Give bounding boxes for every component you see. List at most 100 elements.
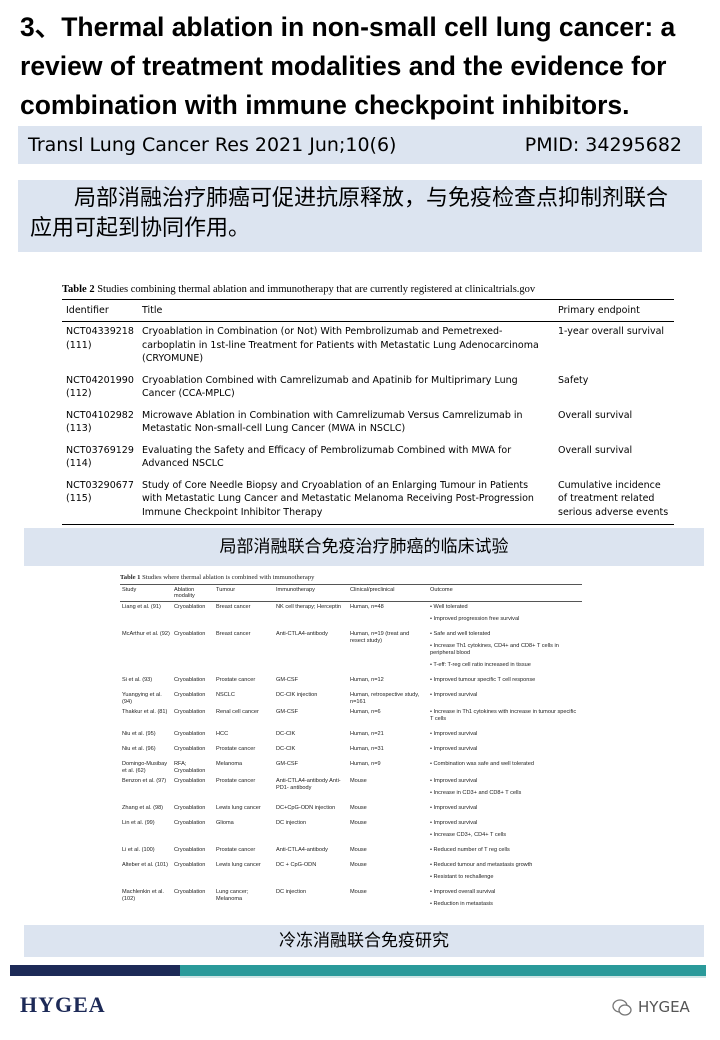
- column-header: Primary endpoint: [554, 299, 674, 322]
- table-cell: Cryoablation: [174, 746, 206, 752]
- table-cell: Prostate cancer: [216, 677, 256, 683]
- outcome-list: Improved survival: [430, 746, 580, 753]
- outcome-item: Improved survival: [430, 820, 580, 827]
- caption-label: Table 2: [62, 284, 95, 295]
- table-cell: Lung cancer; Melanoma: [214, 887, 274, 910]
- outcome-item: Improved survival: [430, 805, 580, 812]
- table-cell: Anti-CTLA4-antibody Anti-PD1- antibody: [276, 778, 341, 791]
- table-cell: Cryoablation: [174, 778, 206, 784]
- outcome-item: Increase Th1 cytokines, CD4+ and CD8+ T …: [430, 643, 580, 657]
- outcome-list: Improved overall survival Reduction in me…: [430, 889, 580, 910]
- outcome-item: Improved progression free survival: [430, 616, 580, 623]
- table-caption: Table 2 Studies combining thermal ablati…: [62, 284, 674, 295]
- caption-bar: 局部消融联合免疫治疗肺癌的临床试验: [24, 528, 704, 566]
- column-header: Immunotherapy: [274, 584, 348, 602]
- table-cell: GM-CSF: [276, 709, 299, 715]
- footer-line: [180, 965, 706, 976]
- table-row: NCT03769129 (114) Evaluating the Safety a…: [62, 441, 674, 476]
- table-cell: Prostate cancer: [216, 847, 256, 853]
- table-cell: Human, n=9: [350, 761, 381, 767]
- outcome-list: Reduced number of T reg cells: [430, 847, 580, 854]
- table-cell: Cryoablation: [174, 862, 206, 868]
- table-cell: Mouse: [350, 847, 367, 853]
- table-cell: Reduced tumour and metastasis growth Resi…: [428, 860, 582, 887]
- table-cell: Improved survival Increase CD3+, CD4+ T c…: [428, 818, 582, 845]
- table-row: NCT04201990 (112) Cryoablation Combined w…: [62, 371, 674, 406]
- table-cell: Breast cancer: [216, 631, 251, 637]
- table-cell: Mouse: [348, 887, 428, 910]
- outcome-item: Safe and well tolerated: [430, 631, 580, 638]
- outcome-list: Improved survival: [430, 692, 580, 699]
- table-cell: NSCLC: [216, 692, 235, 698]
- table-cell: Prostate cancer: [216, 746, 256, 752]
- table-cell: Cryoablation in Combination (or Not) Wit…: [142, 326, 539, 364]
- outcome-list: Improved survival Increase CD3+, CD4+ T c…: [430, 820, 580, 839]
- table-cell: HCC: [216, 731, 229, 737]
- outcome-item: Well tolerated: [430, 604, 580, 611]
- column-header: Tumour: [214, 584, 274, 602]
- table-cell: Study of Core Needle Biopsy and Cryoabla…: [138, 475, 554, 525]
- table-cell: Yuangying et al. (94): [122, 692, 162, 705]
- outcome-item: Reduction in metastasis: [430, 901, 580, 908]
- table-cell: Improved survival: [428, 803, 582, 818]
- table-cell: Mouse: [350, 778, 367, 784]
- table-caption: Table 1 Studies where thermal ablation i…: [120, 574, 582, 581]
- pmid: PMID: 34295682: [524, 134, 682, 156]
- outcome-item: Reduced number of T reg cells: [430, 847, 580, 854]
- table-cell: DC injection: [274, 887, 348, 910]
- table-row: Niu et al. (96) Cryoablation Prostate canc…: [120, 744, 582, 759]
- outcome-list: Safe and well tolerated Increase Th1 cyto…: [430, 631, 580, 669]
- outcome-item: Increase CD3+, CD4+ T cells: [430, 832, 580, 839]
- table-cell: Cryoablation: [174, 631, 206, 637]
- table-cell: Renal cell cancer: [216, 709, 259, 715]
- caption-bar: 冷冻消融联合免疫研究: [24, 925, 704, 957]
- outcome-list: Improved survival: [430, 731, 580, 738]
- table-cell: Si et al. (93): [122, 677, 153, 683]
- table-cell: NCT04339218 (111): [66, 326, 134, 351]
- table-cell: Human, n=48: [350, 604, 384, 610]
- table-cell: Reduced number of T reg cells: [428, 845, 582, 860]
- table-cell: Glioma: [216, 820, 234, 826]
- summary: 局部消融治疗肺癌可促进抗原释放，与免疫检查点抑制剂联合应用可起到协同作用。: [18, 180, 702, 252]
- table-row: Si et al. (93) Cryoablation Prostate cance…: [120, 675, 582, 690]
- outcome-item: Increase in Th1 cytokines with increase …: [430, 709, 580, 723]
- table-cell: Liang et al. (91): [122, 604, 161, 610]
- table-cell: GM-CSF: [276, 677, 299, 683]
- table-cell: Thakkur et al. (81): [122, 709, 168, 715]
- outcome-item: Improved survival: [430, 692, 580, 699]
- citation-bar: Transl Lung Cancer Res 2021 Jun;10(6) PM…: [18, 126, 702, 164]
- table-cell: Human, n=31: [350, 746, 384, 752]
- table-cell: Lin et al. (99): [122, 820, 155, 826]
- table-cell: Increase in Th1 cytokines with increase …: [428, 707, 582, 729]
- table-cell: Human, n=21: [350, 731, 384, 737]
- title: 3、Thermal ablation in non-small cell lun…: [20, 12, 676, 120]
- table-cell: Cryoablation: [174, 731, 206, 737]
- table: Identifier Title Primary endpoint NCT043392…: [62, 299, 674, 525]
- column-header: Ablation modality: [172, 584, 214, 602]
- table-row: Lin et al. (99) Cryoablation Glioma DC inje…: [120, 818, 582, 845]
- table-cell: Mouse: [350, 862, 367, 868]
- column-header: Title: [138, 299, 554, 322]
- table-cell: Breast cancer: [216, 604, 251, 610]
- table-row: Niu et al. (95) Cryoablation HCC DC-CIK Huma…: [120, 729, 582, 744]
- table-cell: Mouse: [350, 820, 367, 826]
- table-row: Thakkur et al. (81) Cryoablation Renal cel…: [120, 707, 582, 729]
- outcome-item: Improved tumour specific T cell response: [430, 677, 580, 684]
- table-cell: DC+CpG-ODN injection: [276, 805, 336, 811]
- table-cell: Cryoablation: [174, 805, 206, 811]
- table-cell: Human, n=12: [350, 677, 384, 683]
- table-row: Alteber et al. (101) Cryoablation Lewis lu…: [120, 860, 582, 887]
- footer-line: [180, 976, 706, 978]
- table-cell: DC-CIK: [276, 731, 296, 737]
- table-cell: Microwave Ablation in Combination with C…: [142, 409, 523, 435]
- table-cell: Anti-CTLA4-antibody: [276, 847, 328, 853]
- table-cell: Zhang et al. (98): [122, 805, 164, 811]
- table-cell: Well tolerated Improved progression free …: [428, 602, 582, 630]
- wechat-mark: HYGEA: [612, 998, 690, 1016]
- table-row: Domingo-Musibay et al. (62) RFA; Cryoabla…: [120, 759, 582, 776]
- column-header: Identifier: [62, 299, 138, 322]
- outcome-item: Improved survival: [430, 778, 580, 785]
- table-cell: Improved overall survival Reduction in me…: [428, 887, 582, 910]
- wechat-name: HYGEA: [638, 998, 690, 1016]
- table-row: Liang et al. (91) Cryoablation Breast canc…: [120, 602, 582, 630]
